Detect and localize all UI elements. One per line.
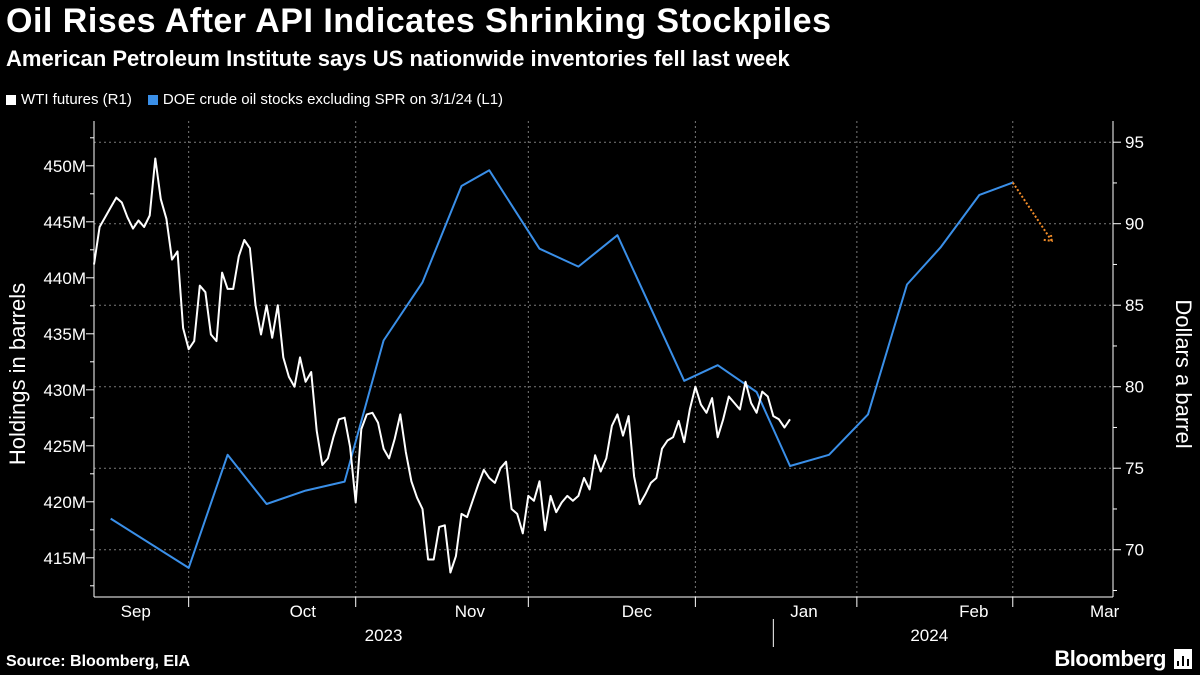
- left-axis-title: Holdings in barrels: [5, 283, 30, 465]
- brand-name: Bloomberg: [1054, 646, 1166, 671]
- tick-labels: 70 75 80 85 90 95 415M 420M 425M 430M 435M 440M 445M…: [43, 133, 1143, 645]
- month-label: Dec: [622, 602, 653, 621]
- left-tick-label: 425M: [43, 437, 86, 456]
- right-tick-label: 80: [1125, 378, 1144, 397]
- legend-swatch-wti: [6, 94, 16, 105]
- legend-label-doe: DOE crude oil stocks excluding SPR on 3/…: [162, 91, 504, 108]
- left-tick-label: 415M: [43, 549, 86, 568]
- right-tick-label: 85: [1125, 296, 1144, 315]
- right-tick-label: 95: [1125, 133, 1144, 152]
- source-note: Source: Bloomberg, EIA: [6, 653, 191, 670]
- chart-title: Oil Rises After API Indicates Shrinking …: [6, 2, 832, 40]
- legend-label-wti: WTI futures (R1): [21, 91, 132, 108]
- legend-item-wti: WTI futures (R1): [6, 91, 132, 108]
- left-tick-label: 450M: [43, 157, 86, 176]
- bloomberg-chart-icon: [1174, 649, 1192, 669]
- legend-swatch-doe: [147, 94, 158, 105]
- legend: WTI futures (R1) DOE crude oil stocks ex…: [6, 91, 503, 108]
- right-axis-title: Dollars a barrel: [1171, 299, 1196, 448]
- right-tick-label: 75: [1125, 459, 1144, 478]
- axes: [86, 121, 1121, 647]
- month-label: Oct: [290, 602, 317, 621]
- left-tick-label: 435M: [43, 325, 86, 344]
- legend-item-doe: DOE crude oil stocks excluding SPR on 3/…: [147, 91, 504, 108]
- left-tick-label: 440M: [43, 269, 86, 288]
- bloomberg-brand: Bloomberg: [1054, 646, 1192, 672]
- left-tick-label: 430M: [43, 381, 86, 400]
- right-tick-label: 70: [1125, 541, 1144, 560]
- series-doe-projection: [1011, 182, 1053, 242]
- month-label: Nov: [455, 602, 486, 621]
- left-tick-label: 420M: [43, 493, 86, 512]
- series-layer: [93, 157, 1053, 574]
- month-label: Jan: [790, 602, 817, 621]
- month-label: Feb: [959, 602, 988, 621]
- year-label: 2023: [365, 626, 403, 645]
- chart-subtitle: American Petroleum Institute says US nat…: [6, 46, 790, 71]
- right-tick-label: 90: [1125, 215, 1144, 234]
- gridlines: [94, 121, 1113, 597]
- series-wti-futures: [93, 157, 791, 574]
- month-label: Mar: [1090, 602, 1120, 621]
- left-tick-label: 445M: [43, 213, 86, 232]
- series-doe-stocks: [110, 169, 1014, 569]
- month-label: Sep: [121, 602, 151, 621]
- projection-arrowhead: [1043, 232, 1053, 242]
- year-label: 2024: [910, 626, 948, 645]
